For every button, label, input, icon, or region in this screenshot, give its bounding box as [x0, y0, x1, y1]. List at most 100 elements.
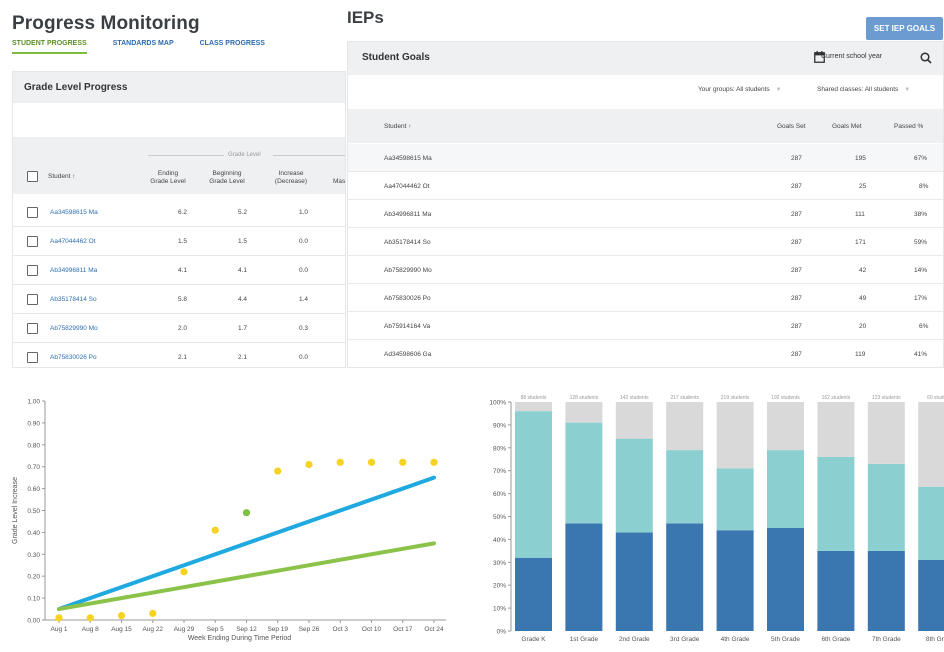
increase-value: 1.0: [299, 209, 309, 216]
data-point: [180, 568, 188, 576]
y-tick-label: 50%: [493, 514, 506, 521]
bar-segment-dark: [615, 532, 653, 631]
x-tick-label: Oct 24: [424, 626, 444, 633]
x-tick-label: 4th Grade: [721, 636, 750, 643]
data-point: [336, 458, 344, 466]
row-checkbox[interactable]: [27, 294, 38, 305]
student-link[interactable]: Ab75829990 Mo: [50, 325, 98, 332]
table-row: Aa47044462 Ot 1.5 1.5 0.0: [13, 227, 345, 256]
trend-line-green: [57, 541, 436, 612]
y-tick-label: 0.30: [27, 552, 40, 559]
row-checkbox[interactable]: [27, 207, 38, 218]
grade-level-progress-card: Grade Level Progress Grade Level Student…: [12, 71, 346, 368]
student-name: Ab75830026 Po: [384, 295, 431, 302]
iep-title: IEPs: [347, 8, 384, 27]
y-tick-label: 10%: [493, 606, 506, 613]
tab-student-progress[interactable]: STUDENT PROGRESS: [12, 40, 87, 54]
table-row[interactable]: Ab34996811 Ma 287 111 38%: [348, 200, 943, 228]
passed-percent: 38%: [914, 211, 928, 218]
table-row[interactable]: Ab75829990 Mo 287 42 14%: [348, 256, 943, 284]
bar-segment-dark: [767, 527, 804, 631]
table-header: Student ↑ Goals Set Goals Met Passed %: [348, 109, 943, 143]
row-checkbox[interactable]: [27, 323, 38, 334]
row-checkbox[interactable]: [27, 265, 38, 276]
select-all-checkbox[interactable]: [27, 171, 38, 182]
column-header-goals-met[interactable]: Goals Met: [832, 123, 862, 130]
table-row[interactable]: Aa34598615 Ma 287 195 67%: [348, 144, 943, 172]
column-header-student[interactable]: Student ↑: [48, 173, 76, 180]
passed-percent: 67%: [914, 155, 928, 162]
goals-met: 49: [859, 295, 867, 302]
table-row[interactable]: Ab75830026 Po 287 49 17%: [348, 284, 943, 312]
school-year-selector[interactable]: Current school year: [821, 53, 883, 60]
set-iep-goals-button[interactable]: SET IEP GOALS: [866, 17, 943, 40]
x-tick-label: Aug 8: [82, 626, 99, 633]
x-tick-label: Oct 10: [362, 626, 382, 633]
student-goals-header: Student Goals Current school year: [348, 42, 943, 75]
column-header-ending[interactable]: Ending Grade Level: [150, 170, 186, 185]
y-tick-label: 90%: [493, 422, 506, 429]
x-tick-label: Sep 26: [299, 626, 320, 633]
bar-segment-teal: [515, 411, 552, 558]
student-link[interactable]: Ab75830026 Po: [50, 354, 97, 361]
y-tick-label: 60%: [493, 491, 506, 498]
groups-filter[interactable]: Your groups: All students ▼: [698, 86, 782, 93]
row-checkbox[interactable]: [27, 352, 38, 363]
beginning-grade-level: 2.1: [238, 354, 248, 361]
column-header-passed[interactable]: Passed %: [894, 123, 924, 130]
bar-segment-dark: [817, 550, 855, 631]
table-row[interactable]: Ab35178414 So 287 171 59%: [348, 228, 943, 256]
chevron-down-icon: ▼: [904, 87, 911, 93]
data-point: [149, 609, 157, 618]
column-header-mas[interactable]: Mas: [333, 178, 346, 185]
column-header-student[interactable]: Student ↑: [384, 123, 412, 130]
x-axis-title: Week Ending During Time Period: [188, 635, 291, 642]
bar-count-label: 162 students: [822, 395, 851, 401]
y-tick-label: 0.40: [27, 530, 40, 537]
ending-grade-level: 4.1: [178, 267, 188, 274]
table-row[interactable]: Aa47044462 Ot 287 25 8%: [348, 172, 943, 200]
bar-segment-grey: [666, 402, 704, 451]
data-point: [117, 612, 126, 620]
bar-segment-dark: [867, 550, 905, 631]
bar-segment-grey: [817, 402, 855, 457]
column-header-increase[interactable]: Increase (Decrease): [274, 170, 308, 185]
y-tick-label: 0.10: [27, 596, 40, 603]
column-header-goals-set[interactable]: Goals Set: [777, 123, 806, 130]
student-link[interactable]: Ab35178414 So: [50, 296, 97, 303]
student-name: Ab35178414 So: [384, 239, 431, 246]
table-row[interactable]: Ad34598606 Ga 287 119 41%: [348, 340, 943, 367]
beginning-grade-level: 1.7: [238, 325, 248, 332]
table-row[interactable]: Ab75914164 Va 287 20 6%: [348, 312, 943, 340]
bar-count-label: 192 students: [771, 395, 800, 401]
x-tick-label: Aug 22: [142, 626, 163, 633]
y-tick-label: 100%: [489, 400, 506, 407]
ending-grade-level: 1.5: [178, 238, 188, 245]
bar-segment-teal: [615, 438, 653, 533]
data-point: [55, 614, 63, 622]
bar-count-label: 123 students: [872, 395, 901, 401]
grade-level-increase-chart: 0.00 0.10 0.20 0.30 0.40 0.50 0.60 0.70 0.80 0.90…: [12, 399, 446, 642]
student-name: Ad34598606 Ga: [384, 351, 432, 358]
y-tick-label: 0.90: [27, 420, 40, 427]
bar-count-label: 142 students: [620, 395, 649, 401]
increase-value: 0.0: [299, 267, 309, 274]
ending-grade-level: 6.2: [178, 209, 188, 216]
tab-standards-map[interactable]: STANDARDS MAP: [112, 40, 174, 47]
student-link[interactable]: Aa34598615 Ma: [50, 209, 98, 216]
classes-filter[interactable]: Shared classes: All students ▼: [817, 86, 910, 93]
row-checkbox[interactable]: [27, 236, 38, 247]
ending-grade-level: 2.0: [178, 325, 188, 332]
goals-set: 287: [791, 239, 802, 246]
column-header-beginning[interactable]: Beginning Grade Level: [209, 170, 245, 185]
student-link[interactable]: Aa47044462 Ot: [50, 238, 96, 245]
x-tick-label: Oct 3: [332, 626, 348, 633]
search-icon[interactable]: [920, 52, 932, 64]
tab-class-progress[interactable]: CLASS PROGRESS: [199, 40, 265, 47]
passed-percent: 59%: [914, 239, 928, 246]
x-tick-label: Sep 19: [267, 626, 288, 633]
student-link[interactable]: Ab34996811 Ma: [50, 267, 98, 274]
calendar-icon[interactable]: [814, 51, 825, 63]
goals-set: 287: [791, 351, 802, 358]
x-tick-label: Aug 1: [51, 626, 68, 633]
